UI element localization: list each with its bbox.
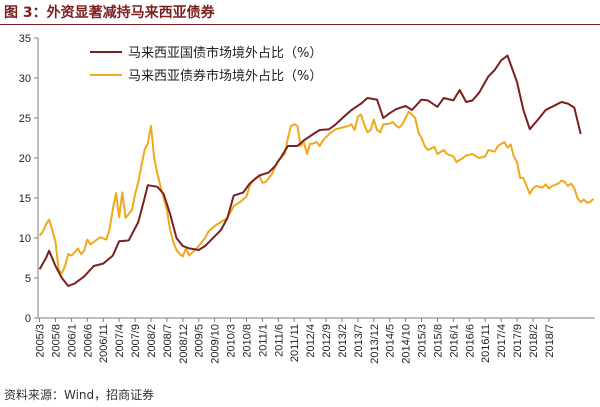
y-tick-label: 20 [19,153,31,165]
chart-axes [37,38,595,319]
y-tick-label: 10 [19,233,31,245]
x-tick-label: 2016/1 [448,324,460,358]
series-line-bond-market [38,110,595,275]
y-tick-label: 15 [19,193,31,205]
x-tick-label: 2008/7 [162,324,174,358]
x-tick-label: 2012/4 [305,324,317,358]
x-tick-label: 2007/9 [130,324,142,358]
series-lines [38,54,595,287]
x-tick-label: 2006/1 [66,324,78,358]
x-tick-label: 2018/2 [528,324,540,358]
x-tick-label: 2017/9 [512,324,524,358]
legend: 马来西亚国债市场境外占比（%） 马来西亚债券市场境外占比（%） [90,45,322,84]
x-tick-label: 2008/2 [146,324,158,358]
x-tick-label: 2011/1 [257,324,269,357]
x-tick-label: 2011/11 [289,324,301,362]
x-tick-label: 2011/6 [273,324,285,357]
x-tick-label: 2007/4 [114,324,126,358]
x-tick-label: 2016/11 [480,324,492,363]
x-tick-label: 2013/12 [369,324,381,364]
x-tick-label: 2012/9 [321,324,333,358]
y-tick-label: 0 [25,313,31,325]
x-tick-label: 2015/8 [432,324,444,358]
x-tick-label: 2010/8 [241,324,253,358]
y-tick-label: 30 [19,73,31,85]
source-note: 资料来源：Wind，招商证券 [4,388,155,402]
x-tick-label: 2013/7 [353,324,365,358]
x-tick-label: 2006/11 [98,324,110,363]
x-tick-label: 2016/6 [464,324,476,358]
legend-item-bond-market-label: 马来西亚债券市场境外占比（%） [128,68,322,84]
x-tick-label: 2006/6 [82,324,94,358]
y-axis-ticks: 0 5 10 15 20 25 30 35 [19,33,38,325]
x-tick-label: 2018/7 [544,324,556,358]
x-tick-label: 2014/5 [385,324,397,358]
x-tick-label: 2005/3 [35,324,47,358]
x-tick-label: 2005/8 [51,324,63,358]
figure-title: 图 3：外资显著减持马来西亚债券 [4,5,215,21]
x-tick-label: 2014/10 [401,324,413,364]
x-tick-label: 2015/3 [417,324,429,358]
legend-item-government-bond-label: 马来西亚国债市场境外占比（%） [128,45,322,61]
y-tick-label: 5 [25,273,31,285]
series-line-government-bond [38,54,582,287]
x-tick-label: 2009/5 [194,324,206,358]
x-axis-ticks: 2005/3 2005/8 2006/1 2006/6 2006/11 2007/4 200… [35,318,556,364]
x-tick-label: 2010/3 [226,324,238,358]
x-tick-label: 2008/12 [178,324,190,364]
x-tick-label: 2009/10 [210,324,222,364]
y-tick-label: 35 [19,33,31,45]
x-tick-label: 2017/4 [496,324,508,358]
x-tick-label: 2013/2 [337,324,349,358]
title-divider [0,24,600,25]
y-tick-label: 25 [19,113,31,125]
